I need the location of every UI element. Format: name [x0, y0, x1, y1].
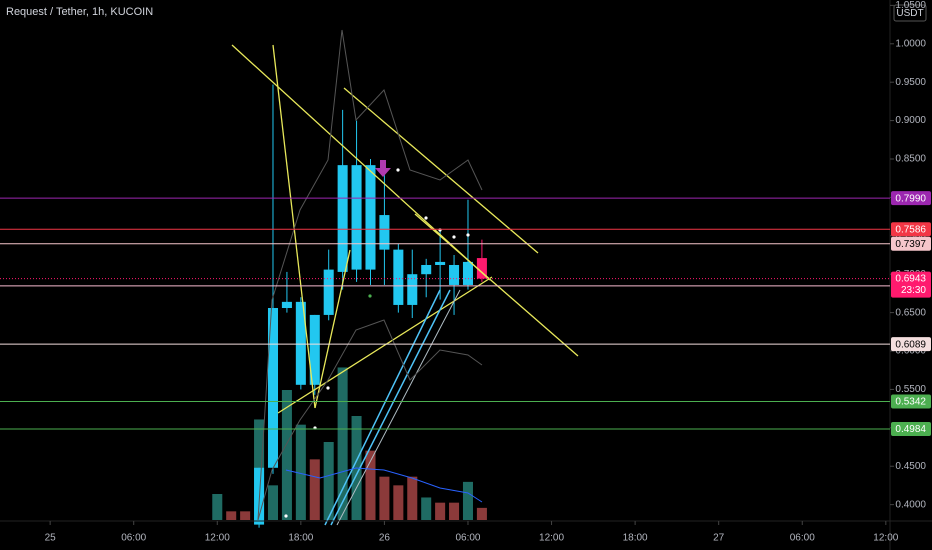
- trend-line: [314, 249, 351, 409]
- x-tick-label: 27: [713, 533, 725, 544]
- regression-lines: [257, 29, 483, 526]
- dot: [368, 294, 372, 298]
- y-tick-label: 0.9500: [895, 77, 926, 88]
- candle-body: [462, 261, 473, 285]
- y-tick-label: 0.9000: [895, 115, 926, 126]
- price-label: 0.7586: [895, 224, 926, 235]
- price-label: 0.7397: [895, 239, 926, 250]
- volume-ma: [285, 467, 483, 503]
- dot: [284, 514, 288, 518]
- candle-body: [365, 165, 376, 270]
- candle-body: [393, 249, 404, 305]
- volume-bar: [421, 497, 432, 520]
- price-label: 0.6089: [895, 339, 926, 350]
- volume-bar: [295, 424, 306, 520]
- x-tick-label: 25: [45, 533, 57, 544]
- volume-bar: [449, 502, 460, 520]
- price-label-box: [891, 191, 931, 206]
- countdown-label: 23:30: [901, 285, 926, 296]
- signal-arrow: [375, 168, 391, 177]
- x-tick-label: 12:00: [539, 533, 564, 544]
- trend-line: [277, 276, 493, 414]
- x-tick-label: 06:00: [790, 533, 815, 544]
- volume-bar: [281, 390, 292, 520]
- chart-title: Request / Tether, 1h, KUCOIN: [6, 6, 153, 18]
- volume-bar: [226, 511, 237, 520]
- envelope-line: [257, 29, 483, 521]
- trend-line: [343, 87, 539, 254]
- candle-body: [323, 269, 334, 315]
- price-label-box: [891, 222, 931, 237]
- candle-body: [281, 301, 292, 309]
- y-tick-label: 0.8500: [895, 154, 926, 165]
- volume-bar: [337, 367, 348, 520]
- volume-bar: [379, 476, 390, 520]
- dot: [452, 235, 456, 239]
- x-tick-label: 12:00: [205, 533, 230, 544]
- price-label-box: [891, 422, 931, 437]
- current-price-box: [891, 271, 931, 298]
- volume-bar: [309, 459, 320, 520]
- volume-bar: [407, 476, 418, 520]
- trend-line: [231, 44, 491, 281]
- candle-body: [295, 301, 306, 385]
- trend-line: [272, 44, 316, 409]
- x-tick-label: 06:00: [121, 533, 146, 544]
- dot: [326, 386, 330, 390]
- price-label: 0.4984: [895, 424, 926, 435]
- volume-bar: [435, 502, 446, 520]
- channel-line: [336, 289, 461, 526]
- x-tick-label: 26: [379, 533, 391, 544]
- volume-bar: [393, 485, 404, 520]
- candle-body: [407, 274, 418, 305]
- trend-line: [414, 213, 579, 357]
- channel-line: [330, 289, 451, 526]
- signal-arrow: [380, 160, 386, 168]
- currency-label: USDT: [896, 8, 923, 19]
- candle-body: [476, 258, 487, 279]
- x-tick-label: 18:00: [623, 533, 648, 544]
- y-tick-label: 0.4500: [895, 461, 926, 472]
- volume-bar: [212, 494, 223, 520]
- y-tick-label: 0.5500: [895, 384, 926, 395]
- plot: [212, 84, 487, 528]
- y-tick-label: 1.0000: [895, 38, 926, 49]
- channel-line: [324, 289, 441, 526]
- candle-body: [309, 314, 320, 385]
- volume-bar: [267, 485, 279, 520]
- candle-body: [449, 264, 460, 285]
- x-tick-label: 06:00: [455, 533, 480, 544]
- candle-body: [267, 308, 279, 468]
- candle-body: [435, 261, 446, 265]
- drawings: [231, 44, 579, 414]
- volume-bar: [462, 481, 473, 520]
- y-tick-label: 0.4000: [895, 499, 926, 510]
- candle-body: [379, 215, 390, 250]
- x-tick-label: 12:00: [873, 533, 898, 544]
- dot: [396, 168, 400, 172]
- candle-body: [421, 264, 432, 275]
- candle-body: [351, 165, 362, 270]
- price-label-box: [891, 394, 931, 409]
- price-label: 0.7990: [895, 193, 926, 204]
- envelope-line: [257, 319, 483, 521]
- dot: [424, 216, 428, 220]
- candle-body: [337, 165, 348, 272]
- price-label-box: [891, 236, 931, 251]
- currency-box: [893, 4, 927, 22]
- price-label: 0.5342: [895, 397, 926, 408]
- volume-bar: [240, 511, 251, 520]
- current-price-label: 0.6943: [895, 274, 926, 285]
- price-label-box: [891, 337, 931, 352]
- y-tick-label: 0.6500: [895, 307, 926, 318]
- dot: [466, 233, 470, 237]
- volume-bar: [365, 450, 376, 520]
- volume-bar: [476, 507, 487, 520]
- y-tick-label: 1.0500: [895, 0, 926, 11]
- volume-bar: [323, 442, 334, 520]
- x-tick-label: 18:00: [288, 533, 313, 544]
